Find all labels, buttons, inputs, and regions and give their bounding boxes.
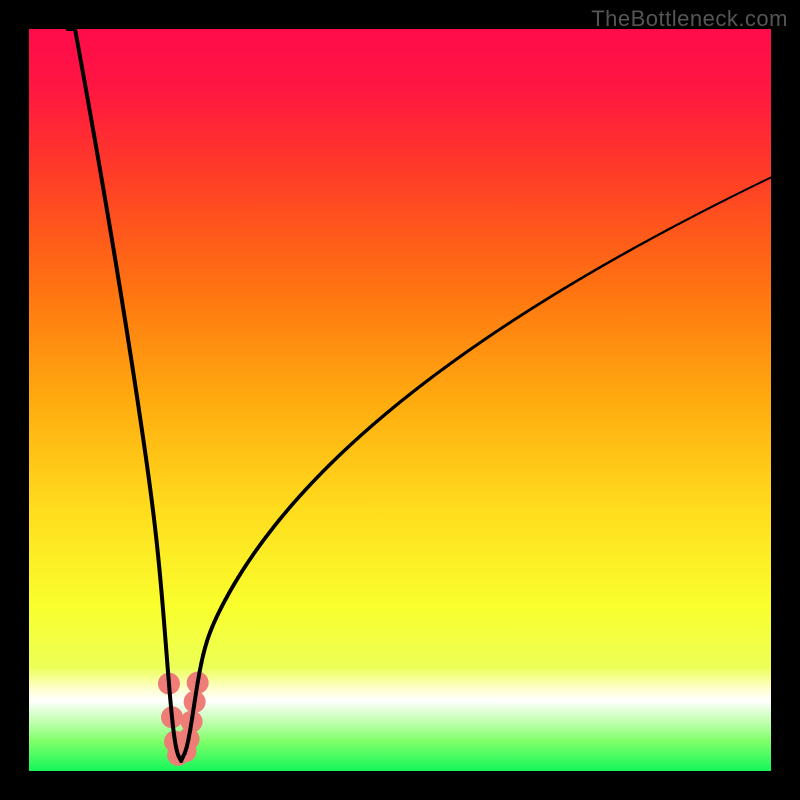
chart-plot-area bbox=[29, 29, 771, 771]
bottleneck-chart-container: TheBottleneck.com bbox=[0, 0, 800, 800]
curve-right-seg bbox=[769, 177, 771, 178]
bottleneck-chart-svg bbox=[0, 0, 800, 800]
watermark-text: TheBottleneck.com bbox=[591, 6, 788, 32]
